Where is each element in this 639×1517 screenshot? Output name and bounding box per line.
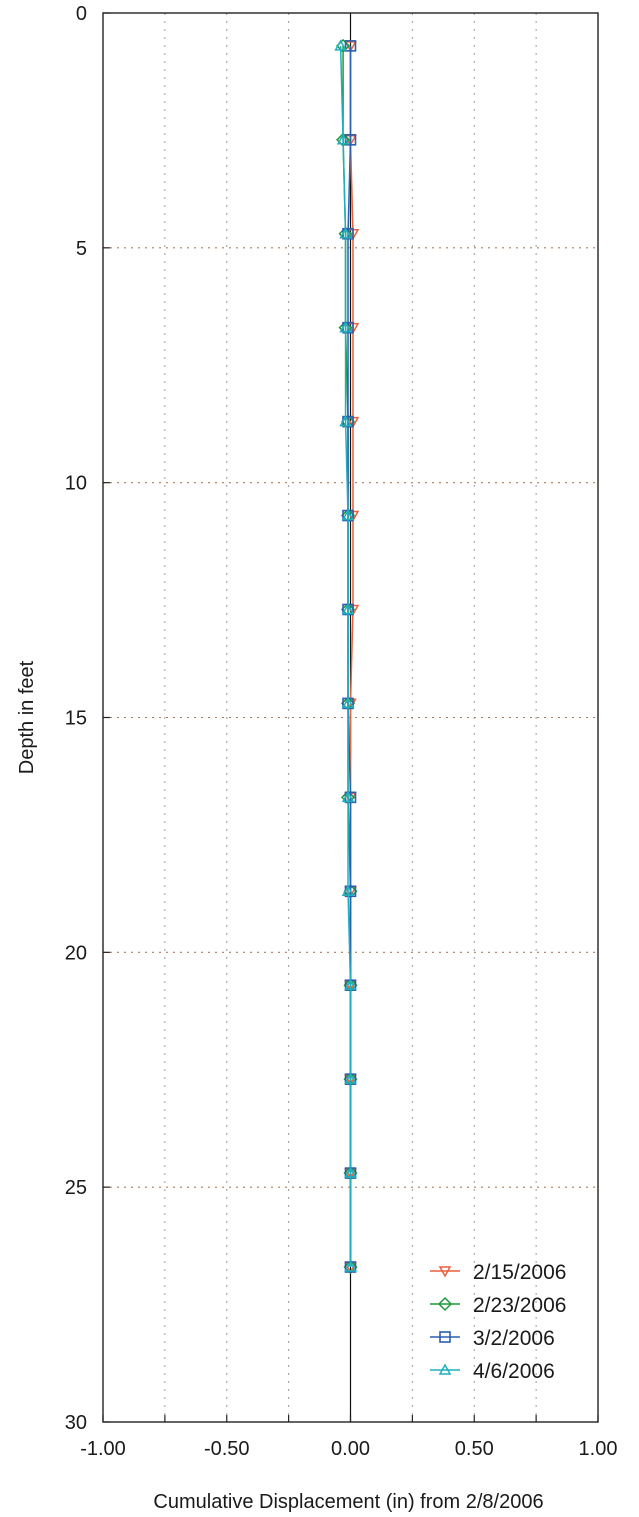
legend-marker bbox=[437, 1296, 453, 1312]
data-point bbox=[343, 1259, 358, 1275]
legend-label: 3/2/2006 bbox=[473, 1327, 555, 1350]
x-tick-label: -1.00 bbox=[80, 1438, 126, 1460]
legend-label: 2/15/2006 bbox=[473, 1261, 566, 1284]
data-point bbox=[344, 1260, 357, 1272]
x-tick-label: -0.50 bbox=[204, 1438, 250, 1460]
legend-item: 2/23/2006 bbox=[430, 1294, 566, 1317]
data-point bbox=[341, 602, 355, 615]
data-point bbox=[344, 1166, 357, 1178]
legend-marker bbox=[438, 1363, 452, 1375]
data-series bbox=[334, 38, 360, 1275]
legend-item: 3/2/2006 bbox=[430, 1327, 555, 1350]
series-2 bbox=[336, 38, 358, 1275]
data-point bbox=[341, 508, 355, 521]
legend-item: 2/15/2006 bbox=[430, 1261, 566, 1284]
series-line bbox=[339, 45, 352, 1268]
data-point bbox=[339, 321, 352, 333]
x-tick-label: 0.50 bbox=[455, 1438, 494, 1460]
data-point bbox=[344, 40, 357, 52]
y-axis-label: Depth in feet bbox=[16, 660, 38, 774]
data-point bbox=[341, 884, 355, 897]
y-tick-label: 20 bbox=[65, 942, 87, 964]
y-tick-label: 25 bbox=[65, 1177, 87, 1199]
legend-label: 4/6/2006 bbox=[473, 1360, 555, 1383]
data-point bbox=[344, 978, 357, 990]
data-point bbox=[334, 39, 347, 51]
data-point bbox=[341, 696, 355, 709]
legend: 2/15/2006 2/23/2006 3/2/2006 4/6/2006 bbox=[430, 1261, 566, 1383]
legend-marker bbox=[439, 1331, 451, 1343]
axis-ticks: 0 5 10 15 20 25 30 -1.00 -0.50 0.00 0.50 1.00 bbox=[65, 3, 618, 1460]
y-tick-label: 30 bbox=[65, 1412, 87, 1434]
y-tick-label: 15 bbox=[65, 708, 87, 730]
y-tick-label: 0 bbox=[76, 3, 87, 25]
x-tick-label: 0.00 bbox=[331, 1438, 370, 1460]
data-point bbox=[344, 1072, 357, 1084]
legend-label: 2/23/2006 bbox=[473, 1294, 566, 1317]
x-axis-label: Cumulative Displacement (in) from 2/8/20… bbox=[153, 1491, 543, 1513]
legend-item: 4/6/2006 bbox=[430, 1360, 555, 1383]
data-point bbox=[336, 133, 350, 145]
data-point bbox=[339, 415, 352, 427]
data-point bbox=[339, 227, 352, 239]
legend-marker bbox=[438, 1266, 452, 1278]
y-tick-label: 10 bbox=[65, 473, 87, 495]
grid-lines bbox=[103, 13, 598, 1422]
data-point bbox=[341, 790, 355, 803]
series-4 bbox=[334, 39, 357, 1272]
y-tick-label: 5 bbox=[76, 238, 87, 260]
x-tick-label: 1.00 bbox=[579, 1438, 618, 1460]
